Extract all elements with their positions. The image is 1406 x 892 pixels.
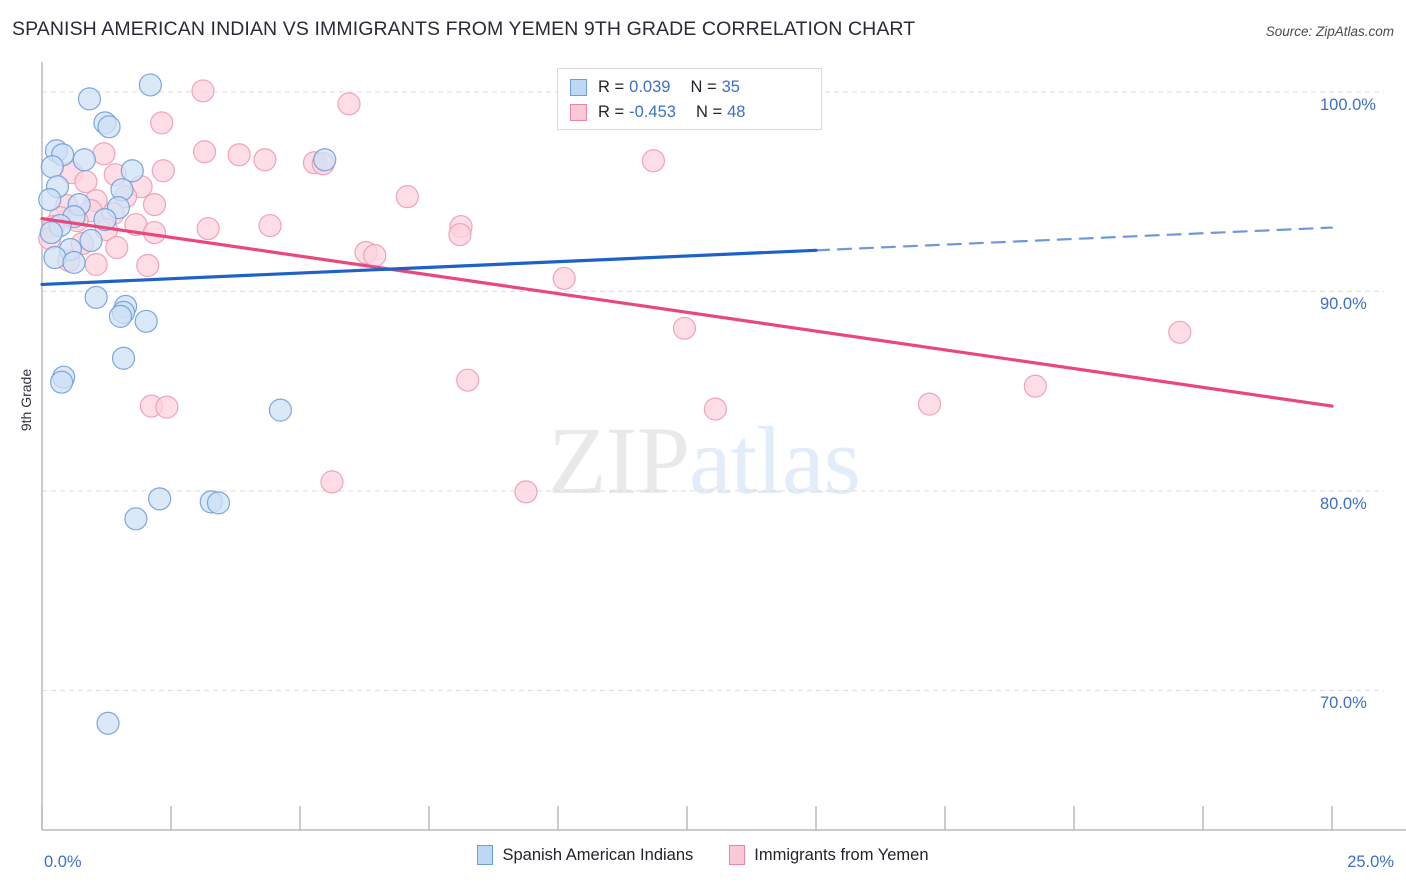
series-legend: Spanish American Indians Immigrants from… (0, 845, 1406, 865)
legend-label-spanish-american-indians: Spanish American Indians (502, 845, 694, 864)
r-value-pink: -0.453 (629, 103, 676, 121)
legend-marker-blue-icon (477, 845, 494, 865)
axis-lines (41, 62, 1406, 831)
trend-lines (40, 216, 1334, 408)
r-label-pink: R = (598, 103, 625, 121)
legend-label-immigrants-from-yemen: Immigrants from Yemen (754, 845, 929, 864)
y-axis-tick-label: 90.0% (1320, 295, 1367, 314)
correlation-stats-legend: R = 0.039 N = 35 R = -0.453 N = 48 (557, 68, 822, 130)
stats-row-yemen: R = -0.453 N = 48 (570, 100, 811, 125)
x-axis-min-label: 0.0% (44, 853, 82, 871)
gridlines (42, 91, 1384, 691)
legend-item-immigrants-from-yemen[interactable]: Immigrants from Yemen (729, 845, 929, 865)
page-title: SPANISH AMERICAN INDIAN VS IMMIGRANTS FR… (12, 18, 916, 40)
x-axis-ticks (41, 806, 1333, 830)
n-label-blue: N = (690, 78, 717, 96)
r-value-blue: 0.039 (629, 78, 671, 96)
legend-item-spanish-american-indians[interactable]: Spanish American Indians (477, 845, 693, 865)
r-label-blue: R = (598, 78, 625, 96)
legend-marker-pink-icon (729, 845, 746, 865)
n-label-pink: N = (695, 103, 723, 121)
source-attribution: Source: ZipAtlas.com (1265, 24, 1394, 39)
y-axis-tick-label: 100.0% (1320, 95, 1376, 114)
x-axis-max-label: 25.0% (1347, 853, 1394, 871)
y-axis-tick-label: 70.0% (1320, 694, 1367, 713)
n-value-blue: 35 (721, 78, 740, 96)
legend-swatch-blue-icon (570, 79, 587, 96)
y-axis-tick-label: 80.0% (1320, 494, 1367, 513)
n-value-pink: 48 (727, 103, 746, 121)
stats-row-spanish-american-indian: R = 0.039 N = 35 (570, 75, 811, 100)
scatter-points-spanish-american-indian (38, 73, 337, 735)
legend-swatch-pink-icon (570, 104, 587, 121)
